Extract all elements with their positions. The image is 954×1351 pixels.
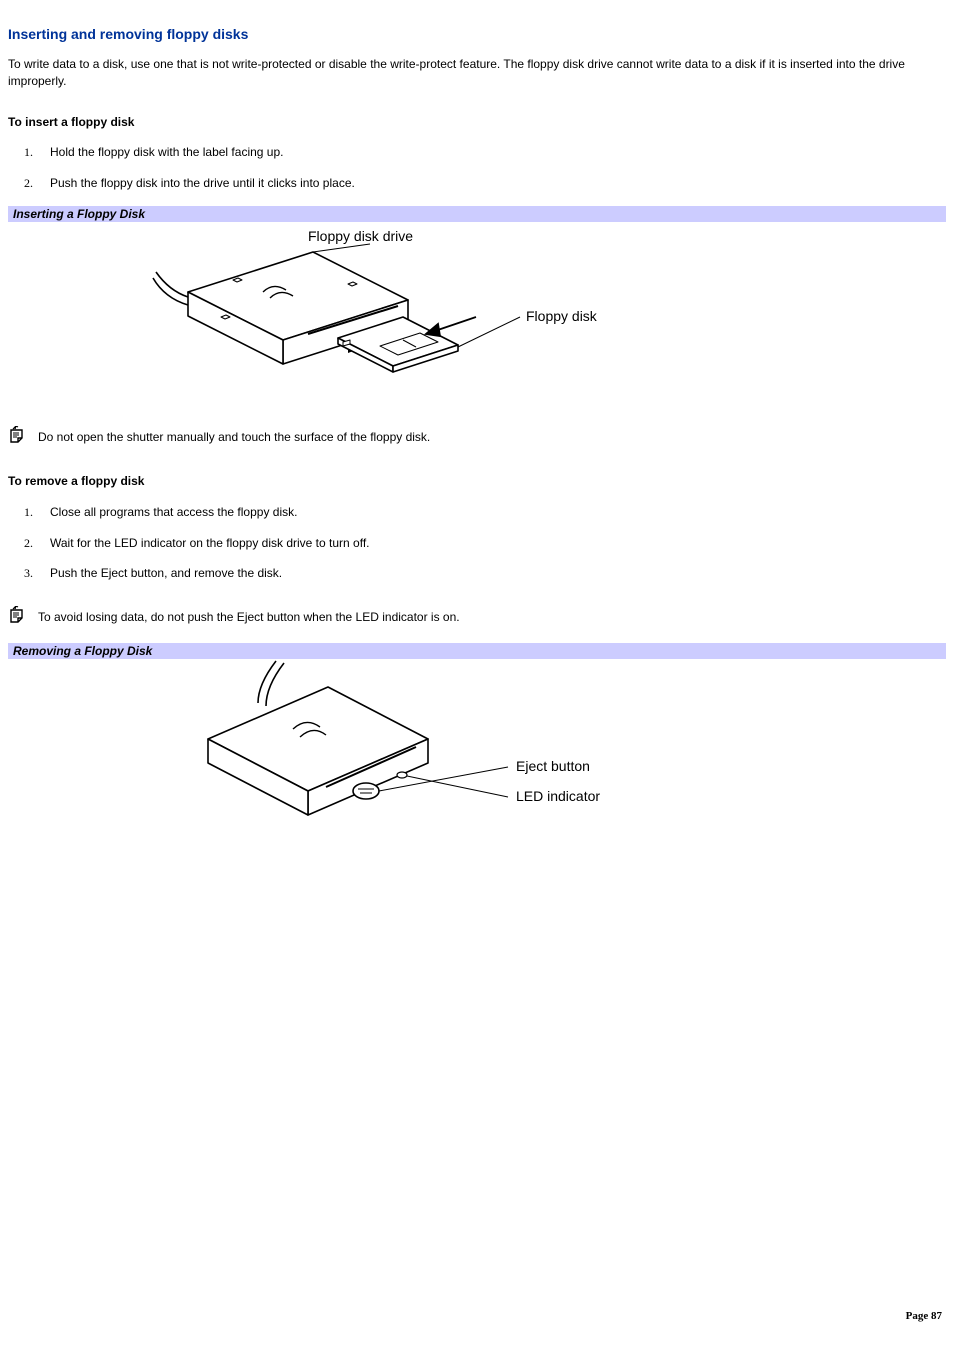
intro-paragraph: To write data to a disk, use one that is… [8, 56, 946, 90]
figure-removing: Eject button LED indicator [8, 659, 946, 839]
list-item: Close all programs that access the flopp… [50, 504, 946, 521]
note-icon [8, 606, 34, 629]
figure-label-disk: Floppy disk [526, 308, 598, 324]
figure-caption-bar: Removing a Floppy Disk [8, 643, 946, 659]
remove-steps-list: Close all programs that access the flopp… [8, 504, 946, 582]
page-title: Inserting and removing floppy disks [8, 26, 946, 42]
figure-label-led: LED indicator [516, 788, 600, 804]
insert-steps-list: Hold the floppy disk with the label faci… [8, 144, 946, 192]
note: Do not open the shutter manually and tou… [8, 426, 946, 449]
list-item: Push the floppy disk into the drive unti… [50, 175, 946, 192]
figure-inserting: Floppy disk drive Floppy disk [8, 222, 946, 402]
list-item: Wait for the LED indicator on the floppy… [50, 535, 946, 552]
note: To avoid losing data, do not push the Ej… [8, 606, 946, 629]
list-item: Push the Eject button, and remove the di… [50, 565, 946, 582]
list-item: Hold the floppy disk with the label faci… [50, 144, 946, 161]
note-text: To avoid losing data, do not push the Ej… [38, 609, 460, 626]
remove-subheading: To remove a floppy disk [8, 473, 946, 490]
figure-caption-bar: Inserting a Floppy Disk [8, 206, 946, 222]
note-text: Do not open the shutter manually and tou… [38, 429, 430, 446]
insert-subheading: To insert a floppy disk [8, 114, 946, 131]
note-icon [8, 426, 34, 449]
figure-label-eject: Eject button [516, 758, 590, 774]
figure-label-drive: Floppy disk drive [308, 228, 413, 244]
page-number: Page 87 [906, 1310, 942, 1322]
